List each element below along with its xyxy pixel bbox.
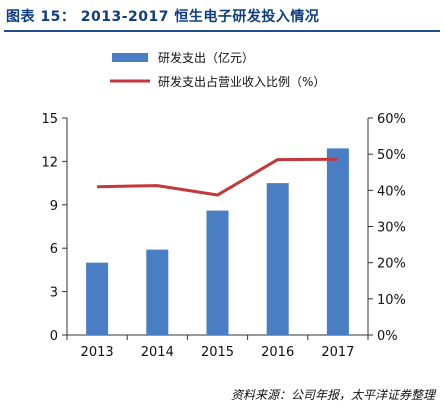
- x-tick-label: 2017: [321, 345, 354, 360]
- right-tick-label: 50%: [377, 148, 406, 163]
- left-tick-label: 12: [41, 155, 58, 170]
- x-tick-label: 2014: [141, 345, 174, 360]
- legend-line-label: 研发支出占营业收入比例（%）: [158, 74, 325, 89]
- axes: 0 3 6 9 12 15 0% 10% 20% 30% 40% 50% 60% 2013 2014 2015…: [41, 112, 405, 360]
- right-tick-label: 60%: [377, 112, 406, 127]
- bar: [266, 183, 289, 335]
- bar: [326, 148, 349, 335]
- legend-bar-label: 研发支出（亿元）: [158, 50, 254, 65]
- legend: 研发支出（亿元） 研发支出占营业收入比例（%）: [110, 50, 325, 89]
- bar: [206, 210, 229, 335]
- right-tick-label: 40%: [377, 184, 406, 199]
- left-tick-label: 9: [50, 199, 58, 214]
- bar-series: [86, 148, 349, 335]
- bar: [146, 249, 169, 335]
- x-tick-label: 2016: [261, 345, 294, 360]
- left-tick-label: 3: [50, 286, 58, 301]
- left-tick-label: 15: [41, 112, 58, 127]
- left-tick-label: 6: [50, 242, 58, 257]
- right-tick-label: 10%: [377, 293, 406, 308]
- line-series: [97, 157, 338, 197]
- right-tick-label: 30%: [377, 221, 406, 236]
- legend-bar-swatch: [112, 53, 148, 62]
- bar: [86, 262, 109, 335]
- figure-title: 图表 15： 2013-2017 恒生电子研发投入情况: [6, 9, 320, 25]
- title-divider: [4, 30, 440, 32]
- x-tick-label: 2015: [201, 345, 234, 360]
- left-tick-label: 0: [50, 329, 58, 344]
- right-tick-label: 0%: [377, 329, 398, 344]
- source-note: 资料来源：公司年报，太平洋证券整理: [230, 388, 435, 402]
- ratio-line: [97, 157, 338, 197]
- x-tick-label: 2013: [81, 345, 114, 360]
- right-tick-label: 20%: [377, 257, 406, 272]
